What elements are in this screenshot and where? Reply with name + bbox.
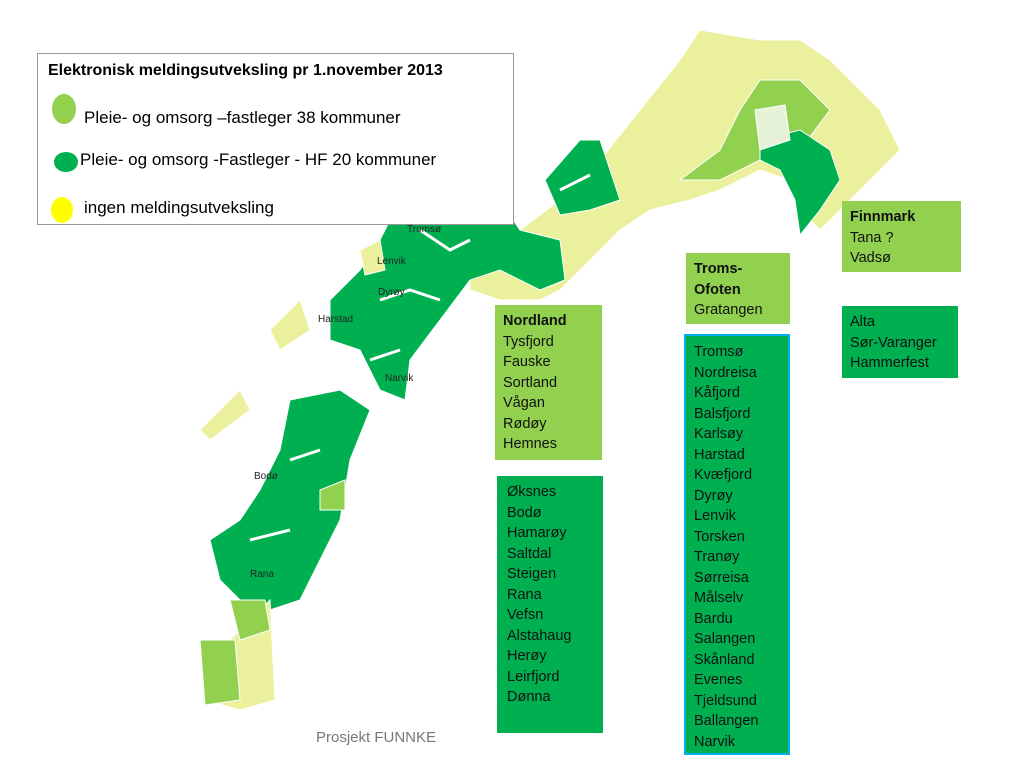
box-item: Harstad bbox=[694, 446, 745, 463]
box-item: Øksnes bbox=[507, 484, 557, 500]
regions bbox=[199, 29, 901, 711]
box-item: Vefsn bbox=[507, 607, 544, 623]
box-heading: Troms-Ofoten bbox=[694, 261, 743, 298]
map-label: Tromsø bbox=[407, 224, 441, 235]
box-item: Balsfjord bbox=[694, 405, 751, 422]
box-item: Rana bbox=[507, 586, 542, 603]
troms-dark-box: Tromsø Nordreisa Kåfjord Balsfjord Karlsøy Ha… bbox=[684, 334, 790, 755]
box-item: Målselv bbox=[694, 590, 744, 606]
box-item: Skånland bbox=[694, 651, 755, 668]
nordland-dark-box: Øksnes Bodø Hamarøy Saltdal Steigen Rana Vefsn… bbox=[497, 476, 603, 733]
box-item: Hammerfest bbox=[850, 355, 929, 371]
box-item: Gratangen bbox=[694, 302, 763, 318]
box-item: Sortland bbox=[503, 374, 558, 391]
box-item: Dyrøy bbox=[694, 487, 733, 504]
box-item: Sørreisa bbox=[694, 569, 749, 586]
box-item: Kåfjord bbox=[694, 385, 740, 401]
box-item: Salangen bbox=[694, 631, 756, 647]
box-item: Tromsø bbox=[694, 344, 744, 360]
box-item: Alta bbox=[850, 314, 875, 330]
box-item: Saltdal bbox=[507, 545, 552, 562]
box-item: Nordreisa bbox=[694, 364, 757, 381]
fjords bbox=[249, 173, 591, 542]
box-item: Kvæfjord bbox=[694, 467, 753, 483]
finnmark-light-box: Finnmark Tana ? Vadsø bbox=[842, 201, 961, 272]
legend-label: Pleie- og omsorg -Fastleger - HF 20 komm… bbox=[80, 150, 437, 169]
box-item: Steigen bbox=[507, 566, 557, 582]
legend: Elektronisk meldingsutveksling pr 1.nove… bbox=[37, 53, 514, 225]
box-item: Hamarøy bbox=[507, 525, 567, 541]
map-label: Bodø bbox=[254, 471, 278, 482]
box-item: Ballangen bbox=[694, 713, 759, 729]
box-item: Bodø bbox=[507, 504, 542, 521]
map-label: Harstad bbox=[318, 314, 353, 325]
finnmark-dark-box: Alta Sør-Varanger Hammerfest bbox=[842, 306, 958, 378]
box-item: Tjeldsund bbox=[694, 692, 757, 709]
box-item: Fauske bbox=[503, 354, 551, 370]
box-heading: Nordland bbox=[503, 313, 567, 329]
box-item: Vadsø bbox=[850, 250, 891, 266]
legend-title: Elektronisk meldingsutveksling pr 1.nove… bbox=[48, 62, 443, 79]
box-item: Rødøy bbox=[503, 415, 547, 432]
box-item: Herøy bbox=[507, 648, 547, 664]
box-item: Tranøy bbox=[694, 549, 740, 565]
box-item: Lenvik bbox=[694, 508, 736, 524]
box-item: Karlsøy bbox=[694, 426, 744, 442]
nordland-light-box: Nordland Tysfjord Fauske Sortland Vågan Rødøy… bbox=[495, 305, 602, 460]
box-item: Vågan bbox=[503, 395, 545, 411]
box-item: Narvik bbox=[694, 733, 736, 750]
box-item: Torsken bbox=[694, 528, 745, 545]
box-item: Sør-Varanger bbox=[850, 334, 937, 351]
box-item: Tana ? bbox=[850, 229, 894, 246]
map-label: Narvik bbox=[385, 373, 414, 384]
map-label: Lenvik bbox=[377, 256, 407, 267]
box-item: Dønna bbox=[507, 689, 551, 705]
map-label: Rana bbox=[250, 569, 274, 580]
box-item: Leirfjord bbox=[507, 668, 560, 685]
legend-swatch bbox=[51, 197, 73, 223]
box-item: Tysfjord bbox=[503, 333, 554, 350]
box-heading: Finnmark bbox=[850, 209, 916, 225]
box-item: Evenes bbox=[694, 672, 743, 688]
footer: Prosjekt FUNNKE bbox=[316, 729, 437, 746]
legend-label: ingen meldingsutveksling bbox=[84, 198, 274, 217]
map-label: Dyrøy bbox=[378, 287, 405, 298]
legend-swatch bbox=[52, 94, 76, 124]
box-item: Hemnes bbox=[503, 436, 557, 452]
box-item: Bardu bbox=[694, 610, 733, 627]
legend-label: Pleie- og omsorg –fastleger 38 kommuner bbox=[84, 108, 401, 127]
legend-swatch bbox=[54, 152, 78, 172]
box-item: Alstahaug bbox=[507, 627, 572, 644]
troms-light-box: Troms-Ofoten Gratangen bbox=[686, 253, 790, 324]
